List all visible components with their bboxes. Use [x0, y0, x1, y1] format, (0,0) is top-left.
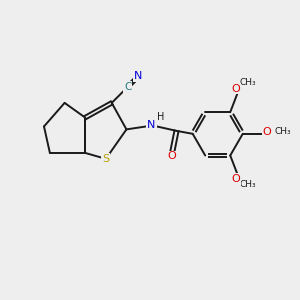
Text: C: C [124, 82, 132, 92]
Text: N: N [147, 120, 156, 130]
Text: O: O [168, 152, 176, 161]
Text: CH₃: CH₃ [240, 78, 256, 87]
Text: O: O [232, 174, 241, 184]
Text: H: H [157, 112, 165, 122]
Text: N: N [134, 71, 142, 81]
Text: O: O [263, 127, 272, 137]
Text: S: S [102, 154, 110, 164]
Text: CH₃: CH₃ [274, 127, 291, 136]
Text: CH₃: CH₃ [240, 180, 256, 189]
Text: O: O [232, 84, 241, 94]
